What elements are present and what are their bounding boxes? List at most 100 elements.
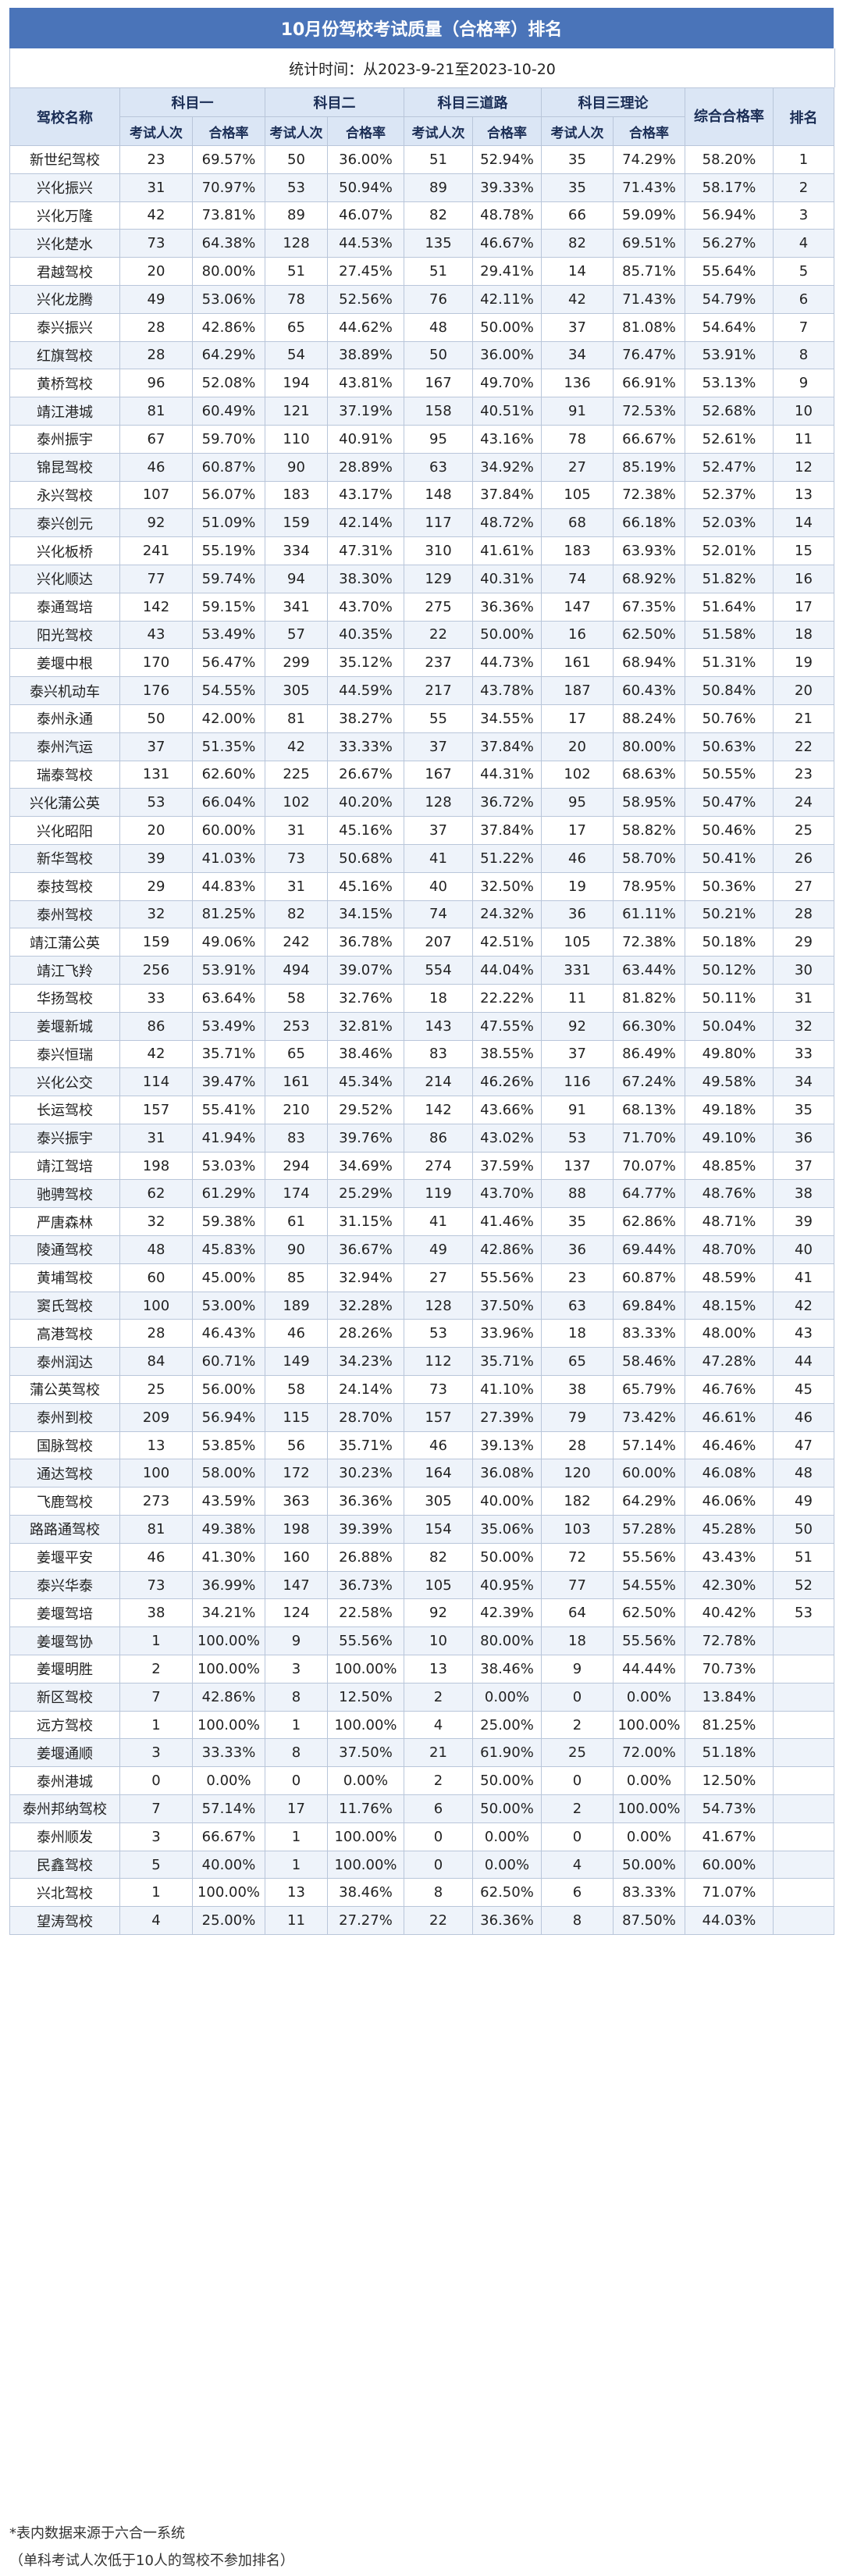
subject3-theory-rate: 72.00% (613, 1738, 685, 1768)
subject2-rate: 32.81% (327, 1011, 404, 1041)
subject3-theory-rate: 63.93% (613, 536, 685, 565)
overall-rate: 40.42% (685, 1598, 774, 1628)
school-name: 陵通驾校 (9, 1235, 120, 1264)
table-row: 兴化昭阳 20 60.00% 31 45.16% 37 37.84% 17 58.82% 50.4… (9, 816, 834, 845)
subject3-road-rate: 42.11% (472, 284, 542, 314)
overall-rate: 50.41% (685, 843, 774, 873)
header-count: 考试人次 (541, 116, 614, 146)
subject2-count: 82 (265, 900, 328, 929)
overall-rate: 50.76% (685, 704, 774, 733)
subject3-theory-rate: 81.08% (613, 312, 685, 342)
subject3-theory-count: 187 (541, 676, 614, 705)
subject3-theory-count: 14 (541, 257, 614, 286)
table-row: 国脉驾校 13 53.85% 56 35.71% 46 39.13% 28 57.14% 46.4… (9, 1431, 834, 1460)
subject3-theory-rate: 67.35% (613, 592, 685, 622)
overall-rate: 50.55% (685, 760, 774, 789)
school-name: 靖江蒲公英 (9, 928, 120, 957)
subject3-theory-rate: 70.07% (613, 1151, 685, 1181)
rank: 7 (773, 312, 834, 342)
subject2-count: 65 (265, 1039, 328, 1069)
subject3-road-rate: 52.94% (472, 145, 542, 174)
rank (773, 1906, 834, 1935)
school-name: 兴化振兴 (9, 173, 120, 202)
table-row: 兴化顺达 77 59.74% 94 38.30% 129 40.31% 74 68.92% 51.… (9, 564, 834, 593)
table-row: 蒲公英驾校 25 56.00% 58 24.14% 73 41.10% 38 65.79% 46.… (9, 1375, 834, 1404)
subject2-rate: 39.76% (327, 1123, 404, 1153)
subject2-rate: 46.07% (327, 201, 404, 230)
subject3-road-count: 89 (404, 173, 473, 202)
school-name: 泰兴创元 (9, 508, 120, 538)
subject1-count: 50 (119, 704, 193, 733)
subject2-count: 1 (265, 1710, 328, 1740)
school-name: 泰州邦纳驾校 (9, 1794, 120, 1823)
subject3-road-count: 41 (404, 843, 473, 873)
subject3-theory-count: 16 (541, 620, 614, 650)
table-row: 飞鹿驾校 273 43.59% 363 36.36% 305 40.00% 182 64.29%… (9, 1487, 834, 1516)
subject1-count: 23 (119, 145, 193, 174)
overall-rate: 50.11% (685, 983, 774, 1013)
subject3-theory-count: 25 (541, 1738, 614, 1768)
school-name: 永兴驾校 (9, 480, 120, 510)
subject2-rate: 36.36% (327, 1487, 404, 1516)
subject1-count: 241 (119, 536, 193, 565)
subject3-theory-rate: 100.00% (613, 1794, 685, 1823)
subject3-road-count: 135 (404, 229, 473, 258)
subject3-road-rate: 50.00% (472, 620, 542, 650)
table-row: 红旗驾校 28 64.29% 54 38.89% 50 36.00% 34 76.47% 53.9… (9, 340, 834, 370)
subject3-theory-rate: 50.00% (613, 1850, 685, 1879)
subject2-rate: 28.26% (327, 1319, 404, 1349)
subject2-count: 121 (265, 397, 328, 426)
subject3-theory-count: 78 (541, 424, 614, 454)
subject3-road-count: 0 (404, 1850, 473, 1879)
subject1-count: 25 (119, 1375, 193, 1404)
subject2-count: 51 (265, 257, 328, 286)
subject1-rate: 53.49% (192, 620, 265, 650)
rank: 28 (773, 900, 834, 929)
subject2-rate: 32.94% (327, 1263, 404, 1292)
subject3-road-count: 167 (404, 369, 473, 398)
subject3-theory-count: 68 (541, 508, 614, 538)
school-name: 君越驾校 (9, 257, 120, 286)
subject2-count: 253 (265, 1011, 328, 1041)
subject1-rate: 100.00% (192, 1626, 265, 1656)
subject3-road-count: 37 (404, 732, 473, 761)
rank: 35 (773, 1096, 834, 1124)
subject3-road-count: 22 (404, 1906, 473, 1935)
subject1-rate: 69.57% (192, 145, 265, 174)
subject2-count: 110 (265, 424, 328, 454)
subject3-theory-rate: 65.79% (613, 1375, 685, 1404)
school-name: 高港驾校 (9, 1319, 120, 1349)
table-row: 路路通驾校 81 49.38% 198 39.39% 154 35.06% 103 57.28%… (9, 1515, 834, 1544)
subject2-count: 58 (265, 983, 328, 1013)
school-name: 新世纪驾校 (9, 145, 120, 174)
subject2-rate: 44.59% (327, 676, 404, 705)
subject3-theory-rate: 57.14% (613, 1431, 685, 1460)
subject2-rate: 34.15% (327, 900, 404, 929)
subject3-theory-count: 35 (541, 1207, 614, 1237)
subject1-rate: 60.00% (192, 816, 265, 845)
overall-rate: 55.64% (685, 257, 774, 286)
overall-rate: 47.28% (685, 1347, 774, 1377)
table-row: 泰州顺发 3 66.67% 1 100.00% 0 0.00% 0 0.00% 41.67% (9, 1822, 834, 1851)
subject2-rate: 45.16% (327, 816, 404, 845)
overall-rate: 45.28% (685, 1515, 774, 1544)
table-row: 靖江蒲公英 159 49.06% 242 36.78% 207 42.51% 105 72.38… (9, 928, 834, 957)
school-name: 泰州港城 (9, 1766, 120, 1796)
table-row: 泰州港城 0 0.00% 0 0.00% 2 50.00% 0 0.00% 12.50% (9, 1766, 834, 1796)
subject2-rate: 36.00% (327, 145, 404, 174)
subject1-rate: 54.55% (192, 676, 265, 705)
subject3-theory-rate: 83.33% (613, 1319, 685, 1349)
subject3-road-rate: 50.00% (472, 1542, 542, 1572)
subject2-rate: 45.34% (327, 1067, 404, 1097)
subject1-rate: 53.00% (192, 1291, 265, 1320)
school-name: 飞鹿驾校 (9, 1487, 120, 1516)
subject3-road-count: 22 (404, 620, 473, 650)
table-row: 泰州振宇 67 59.70% 110 40.91% 95 43.16% 78 66.67% 52.… (9, 424, 834, 454)
subject1-rate: 41.94% (192, 1123, 265, 1153)
table-row: 高港驾校 28 46.43% 46 28.26% 53 33.96% 18 83.33% 48.0… (9, 1319, 834, 1349)
subject2-count: 183 (265, 480, 328, 510)
subject2-rate: 44.53% (327, 229, 404, 258)
school-name: 靖江港城 (9, 397, 120, 426)
school-name: 阳光驾校 (9, 620, 120, 650)
subject1-rate: 51.35% (192, 732, 265, 761)
